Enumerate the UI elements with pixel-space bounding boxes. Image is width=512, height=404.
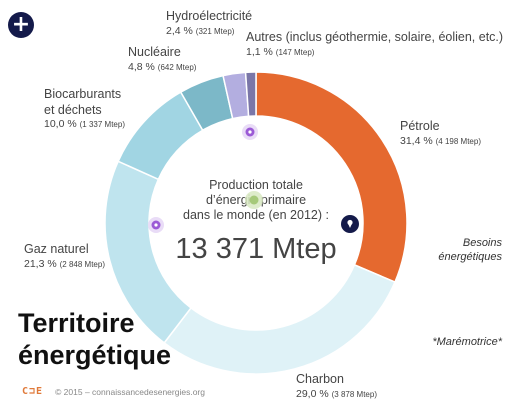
besoins-energetiques-link[interactable]: Besoins énergétiques [392, 236, 502, 265]
slice-name: Gaz naturel [24, 242, 89, 256]
label-biocarburants: Biocarburants et déchets 10,0 % (1 337 M… [44, 87, 125, 131]
slice-value: 2,4 % (321 Mtep) [166, 24, 235, 37]
slice-value: 1,1 % (147 Mtep) [246, 45, 315, 58]
slice-name: Hydroélectricité [166, 9, 253, 23]
slice-value: 10,0 % (1 337 Mtep) [44, 118, 125, 131]
label-nucleaire: Nucléaire 4,8 % (642 Mtep) [128, 45, 196, 74]
slice-value: 31,4 % (4 198 Mtep) [400, 134, 481, 147]
label-gaz-naturel: Gaz naturel 21,3 % (2 848 Mtep) [24, 242, 105, 271]
label-petrole: Pétrole 31,4 % (4 198 Mtep) [400, 119, 481, 148]
besoins-line-2: énergétiques [438, 251, 502, 264]
label-charbon: Charbon 29,0 % (3 878 Mtep) [296, 372, 377, 401]
footer-credit: © 2015 – connaissancedesenergies.org [55, 386, 205, 397]
brand-title: Territoire énergétique [18, 308, 218, 371]
add-button[interactable]: + [8, 12, 34, 38]
chart-title-line-3: dans le monde (en 2012) : [183, 208, 329, 222]
label-autres: Autres (inclus géothermie, solaire, éoli… [246, 30, 503, 59]
plus-icon: + [11, 12, 31, 37]
slice-name: Pétrole [400, 119, 440, 133]
slice-name: Charbon [296, 372, 344, 386]
slice-name: Autres (inclus géothermie, solaire, éoli… [246, 30, 504, 44]
slice-name-line-1: Biocarburants [44, 87, 122, 101]
brand-title-line-2: énergétique [18, 339, 172, 370]
slice-value: 4,8 % (642 Mtep) [128, 60, 197, 73]
info-dot-icon[interactable] [148, 217, 164, 233]
slice-name: Nucléaire [128, 45, 181, 59]
maremotrice-note: *Marémotrice* [432, 336, 502, 348]
brand-title-line-1: Territoire [18, 308, 135, 338]
label-hydroelectricite: Hydroélectricité 2,4 % (321 Mtep) [166, 9, 252, 38]
slice-name-line-2: et déchets [44, 102, 102, 117]
besoins-line-1: Besoins [462, 237, 502, 249]
total-value: 13 371 Mtep [175, 233, 336, 265]
footer: C⊐E © 2015 – connaissancedesenergies.org [22, 386, 205, 397]
donut-slice-0[interactable] [255, 71, 408, 284]
pin-icon[interactable] [341, 215, 359, 233]
donut-slice-6[interactable] [244, 71, 257, 118]
info-dot-icon[interactable] [245, 191, 263, 209]
slice-value: 21,3 % (2 848 Mtep) [24, 257, 105, 270]
info-dot-icon[interactable] [242, 124, 258, 140]
chart-title-line-1: Production totale [209, 178, 303, 192]
slice-value: 29,0 % (3 878 Mtep) [296, 387, 377, 400]
brand-logo: C⊐E [22, 386, 44, 397]
